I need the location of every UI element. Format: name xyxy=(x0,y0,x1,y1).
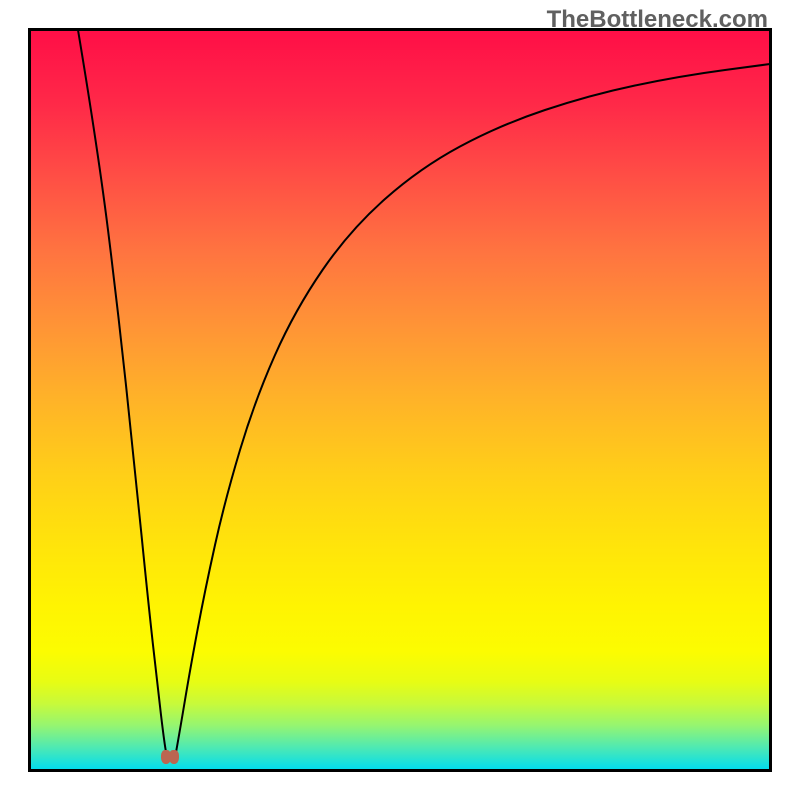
axis-left xyxy=(28,28,31,772)
watermark-text: TheBottleneck.com xyxy=(547,6,768,34)
axis-bottom xyxy=(28,769,772,772)
chart-container: TheBottleneck.com xyxy=(0,0,800,800)
marker-dot xyxy=(169,750,179,764)
axis-right xyxy=(769,28,772,772)
bottleneck-curve xyxy=(30,30,770,770)
plot-area xyxy=(30,30,770,770)
